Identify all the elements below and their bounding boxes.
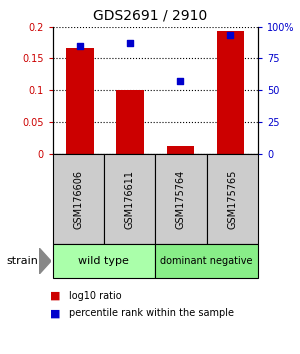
Text: GSM176606: GSM176606: [73, 170, 83, 229]
Text: GSM175765: GSM175765: [227, 170, 237, 229]
Point: [228, 33, 233, 38]
Text: log10 ratio: log10 ratio: [69, 291, 122, 301]
Text: ■: ■: [50, 291, 60, 301]
Bar: [66, 47, 94, 154]
Bar: [116, 90, 144, 154]
Point: [128, 40, 133, 46]
Text: percentile rank within the sample: percentile rank within the sample: [69, 308, 234, 318]
Point: [78, 43, 82, 48]
Text: strain: strain: [6, 256, 38, 266]
Bar: [167, 146, 194, 154]
Text: GSM176611: GSM176611: [124, 170, 135, 229]
Text: GDS2691 / 2910: GDS2691 / 2910: [93, 9, 207, 23]
Text: wild type: wild type: [78, 256, 129, 266]
Text: ■: ■: [50, 308, 60, 318]
Polygon shape: [39, 248, 51, 274]
Text: dominant negative: dominant negative: [160, 256, 253, 266]
Bar: [217, 31, 244, 154]
Text: GSM175764: GSM175764: [176, 170, 186, 229]
Point: [178, 79, 183, 84]
